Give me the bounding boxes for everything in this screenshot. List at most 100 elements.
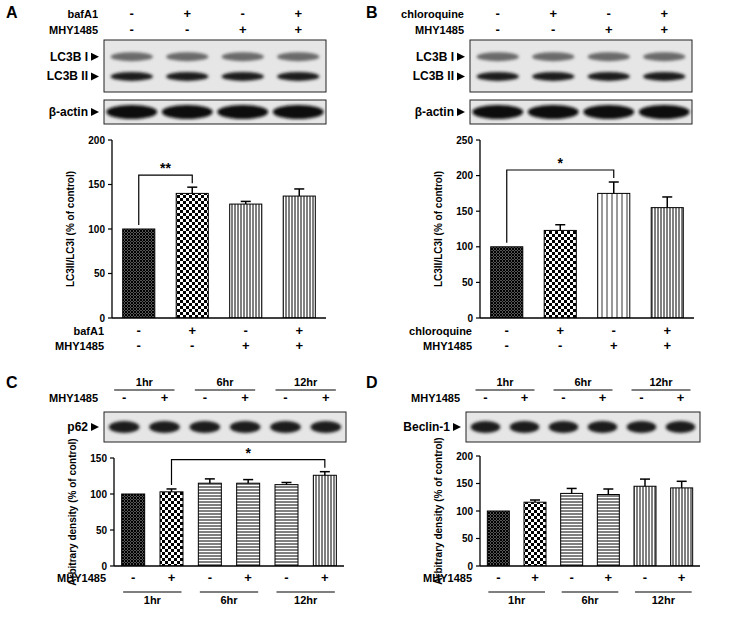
condition-sign: + [549, 6, 557, 21]
error-stem [192, 187, 194, 193]
bar [275, 485, 298, 566]
blot-band [111, 52, 153, 61]
condition-label: MHY1485 [49, 392, 98, 404]
bar [524, 502, 546, 566]
x-axis [112, 317, 326, 318]
panel: C1hr6hr12hrMHY1485-+-+-+050100150Arbitra… [6, 374, 346, 606]
group-label: 12hr [294, 376, 318, 388]
panel-letter: B [366, 4, 378, 21]
error-cap [167, 488, 177, 490]
error-cap [662, 196, 672, 198]
error-bar [530, 500, 540, 502]
error-cap [640, 478, 650, 480]
blot-band [111, 72, 153, 81]
y-tick-label: 50 [96, 525, 108, 536]
condition-sign: + [605, 22, 613, 37]
y-axis-title: Arbitrary density (% of control) [67, 438, 78, 585]
panel: AbafA1-+-+MHY1485--++050100150200LC3II/L… [6, 4, 326, 353]
y-tick [476, 211, 480, 212]
condition-sign: + [242, 338, 250, 353]
group-label: 1hr [136, 376, 154, 388]
band-arrow [457, 53, 465, 61]
y-tick-label: 0 [101, 561, 107, 572]
blot-band [230, 421, 261, 433]
condition-sign: - [483, 390, 487, 405]
blot-band [510, 421, 540, 433]
condition-sign: + [241, 390, 249, 405]
bar [671, 488, 693, 566]
condition-sign: - [131, 570, 135, 585]
condition-sign: + [663, 338, 671, 353]
condition-sign: + [161, 390, 169, 405]
condition-sign: - [496, 570, 500, 585]
error-bar [282, 482, 292, 484]
bar [176, 193, 208, 318]
condition-sign: - [241, 6, 245, 21]
condition-sign: + [295, 338, 303, 353]
y-tick [476, 510, 480, 511]
bars [487, 479, 692, 566]
blot-band [549, 421, 579, 433]
group-label: 12hr [652, 594, 676, 606]
blot-band [149, 421, 180, 433]
y-tick-label: 0 [467, 561, 473, 572]
y-tick-label: 100 [90, 489, 107, 500]
group-line [200, 591, 258, 592]
condition-sign: - [551, 22, 555, 37]
bar [160, 492, 183, 566]
y-tick-label: 100 [456, 241, 473, 252]
blot-band [532, 52, 574, 61]
condition-sign: + [663, 323, 671, 338]
bars [122, 472, 337, 566]
bar [237, 483, 260, 566]
bar [122, 494, 145, 566]
error-stem [299, 189, 301, 196]
y-tick-label: 200 [88, 135, 105, 146]
condition-sign: - [122, 390, 126, 405]
condition-label: MHY1485 [411, 392, 460, 404]
bar [487, 511, 509, 566]
condition-sign: - [505, 323, 509, 338]
condition-sign: + [599, 390, 607, 405]
group-line [488, 591, 545, 592]
condition-sign: - [643, 570, 647, 585]
blot-band [109, 421, 140, 433]
group-label: 12hr [649, 376, 673, 388]
group-label: 1hr [508, 594, 526, 606]
condition-sign: + [168, 570, 176, 585]
y-tick [476, 565, 480, 566]
blot-band [166, 52, 208, 61]
group-label: 1hr [496, 376, 514, 388]
panel: D1hr6hr12hrMHY1485-+-+-+050100150200Arbi… [366, 374, 700, 606]
blot-band [588, 52, 630, 61]
blot-band [273, 105, 324, 119]
bar [283, 196, 315, 318]
bar [598, 193, 630, 318]
error-cap [609, 181, 619, 183]
error-cap [241, 201, 251, 203]
error-cap [567, 488, 577, 490]
condition-label: bafA1 [67, 8, 98, 20]
error-stem [560, 225, 562, 231]
error-cap [243, 479, 253, 481]
condition-sign: - [203, 390, 207, 405]
y-tick [110, 565, 114, 566]
error-cap [603, 488, 613, 490]
error-cap [677, 481, 687, 483]
y-tick [108, 228, 112, 229]
error-cap [320, 471, 330, 473]
significance-bracket [139, 175, 193, 225]
band-label: β-actin [49, 105, 88, 119]
error-cap [555, 224, 565, 226]
group-label: 6hr [581, 594, 599, 606]
blot-band [311, 421, 342, 433]
y-tick-label: 150 [456, 478, 473, 489]
condition-sign: - [612, 323, 616, 338]
error-bar [567, 488, 577, 493]
y-tick-label: 50 [462, 277, 474, 288]
band-label: LC3B II [47, 69, 88, 83]
condition-label: MHY1485 [55, 340, 104, 352]
band-arrow [91, 423, 99, 431]
band-label: LC3B II [413, 69, 454, 83]
blot-band [277, 72, 319, 81]
